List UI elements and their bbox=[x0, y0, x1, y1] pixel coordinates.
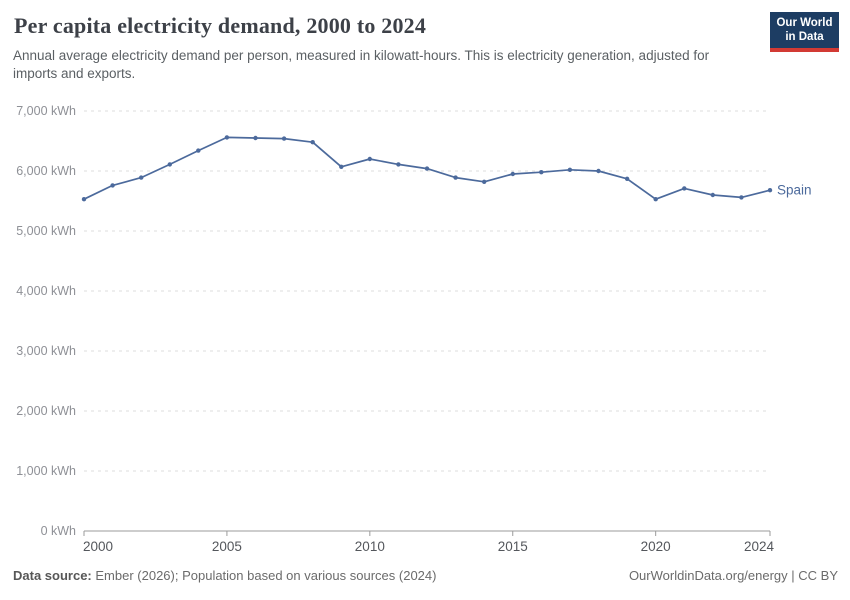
x-tick-label: 2020 bbox=[641, 539, 671, 554]
data-point bbox=[424, 166, 430, 171]
data-point bbox=[110, 183, 115, 188]
data-source: Data source: Ember (2026); Population ba… bbox=[13, 568, 436, 584]
data-point bbox=[482, 179, 487, 184]
chart-subtitle: Annual average electricity demand per pe… bbox=[13, 48, 710, 81]
data-point bbox=[253, 135, 258, 141]
data-point bbox=[310, 140, 315, 145]
y-tick-label: 1,000 kWh bbox=[16, 464, 76, 478]
owid-logo: Our World in Data bbox=[770, 12, 839, 52]
y-tick-label: 2,000 kWh bbox=[16, 404, 76, 418]
y-tick-label: 5,000 kWh bbox=[16, 224, 76, 238]
page-title: Per capita electricity demand, 2000 to 2… bbox=[14, 13, 427, 38]
data-point bbox=[224, 135, 230, 140]
attribution: OurWorldinData.org/energy | CC BY bbox=[628, 568, 838, 583]
data-point bbox=[453, 175, 458, 180]
owid-logo-line1: Our World bbox=[776, 17, 833, 29]
x-tick-label: 2015 bbox=[498, 539, 528, 554]
owid-logo-line2: in Data bbox=[785, 30, 824, 43]
data-point bbox=[396, 162, 401, 167]
data-source-text: Ember (2026); Population based on variou… bbox=[95, 568, 437, 583]
data-point bbox=[767, 188, 773, 193]
x-tick-label: 2010 bbox=[355, 539, 385, 554]
data-point bbox=[339, 164, 344, 169]
data-point bbox=[539, 170, 544, 175]
data-point bbox=[367, 156, 372, 162]
data-point bbox=[81, 197, 87, 202]
data-source-label: Data source: bbox=[13, 568, 92, 583]
series-label-spain: Spain bbox=[777, 183, 812, 198]
data-point bbox=[596, 168, 601, 174]
y-tick-label: 6,000 kWh bbox=[16, 164, 76, 178]
data-point bbox=[510, 171, 515, 177]
x-tick-label: 2005 bbox=[212, 539, 242, 554]
data-point bbox=[167, 162, 172, 167]
chart-footer: Data source: Ember (2026); Population ba… bbox=[13, 568, 838, 584]
data-point bbox=[624, 176, 630, 181]
data-point bbox=[139, 175, 144, 180]
data-point bbox=[196, 148, 201, 153]
data-point bbox=[739, 195, 744, 200]
y-tick-label: 0 kWh bbox=[41, 524, 76, 538]
y-tick-label: 7,000 kWh bbox=[16, 104, 76, 118]
x-tick-label: 2000 bbox=[83, 539, 113, 554]
data-point bbox=[710, 192, 715, 198]
y-tick-label: 3,000 kWh bbox=[16, 344, 76, 358]
data-point bbox=[567, 167, 573, 172]
data-point bbox=[281, 136, 287, 141]
x-tick-label: 2024 bbox=[744, 539, 775, 554]
data-point bbox=[653, 197, 658, 202]
y-tick-label: 4,000 kWh bbox=[16, 284, 76, 298]
data-point bbox=[682, 186, 687, 191]
